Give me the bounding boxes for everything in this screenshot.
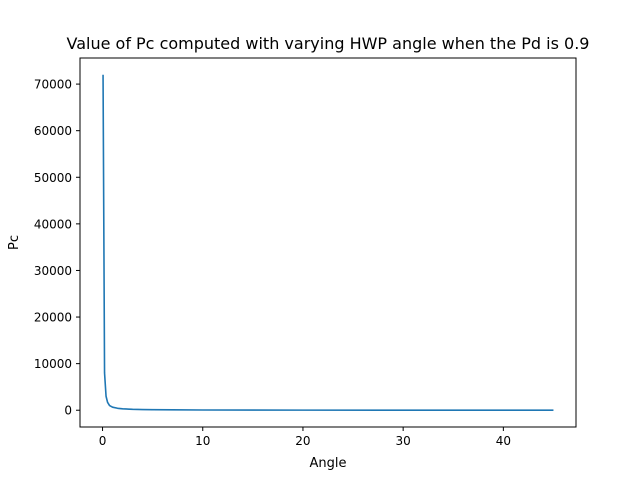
chart-title: Value of Pc computed with varying HWP an… <box>67 34 590 53</box>
y-axis-ticks: 0 10000 20000 30000 40000 50000 60000 70000 <box>34 78 80 418</box>
y-axis-label: Pc <box>7 235 22 250</box>
x-axis-label: Angle <box>310 456 347 471</box>
y-tick-label: 20000 <box>34 311 72 325</box>
x-tick-label: 40 <box>496 434 511 448</box>
x-tick-label: 10 <box>195 434 210 448</box>
x-tick-label: 30 <box>396 434 411 448</box>
series-line <box>102 74 554 412</box>
y-tick-label: 40000 <box>34 217 72 231</box>
axes-frame <box>79 57 577 428</box>
x-axis-ticks: 0 10 20 30 40 <box>99 427 511 448</box>
y-tick-label: 10000 <box>34 357 72 371</box>
y-tick-label: 70000 <box>34 78 72 92</box>
x-tick-label: 20 <box>295 434 310 448</box>
y-tick-label: 0 <box>64 404 72 418</box>
y-tick-label: 60000 <box>34 124 72 138</box>
plot-area <box>102 74 554 412</box>
y-tick-label: 50000 <box>34 171 72 185</box>
y-tick-label: 30000 <box>34 264 72 278</box>
x-tick-label: 0 <box>99 434 107 448</box>
